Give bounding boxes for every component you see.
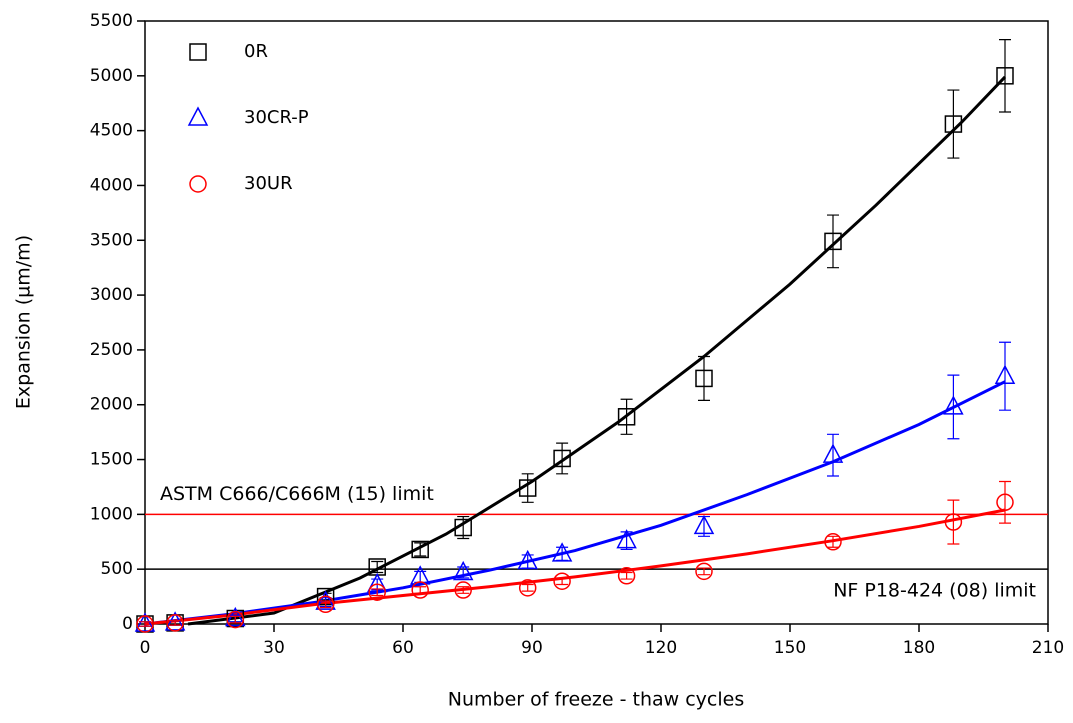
data-point (693, 514, 715, 535)
data-point (996, 67, 1014, 85)
data-point (316, 595, 335, 614)
data-point (518, 479, 537, 497)
data-point (166, 614, 184, 632)
data-point (695, 562, 713, 581)
y-axis-label: Expansion (µm/m) (13, 235, 35, 409)
x-tick-label: 150 (774, 638, 806, 658)
legend-marker (189, 175, 207, 193)
x-tick-label: 0 (140, 638, 151, 658)
error-bar (414, 570, 427, 583)
data-point (944, 513, 963, 531)
error-bar (947, 89, 960, 159)
x-tick-label: 30 (263, 638, 285, 658)
data-point (553, 572, 571, 590)
error-bar (169, 620, 182, 626)
error-bar (827, 433, 839, 477)
error-bar (414, 586, 427, 594)
y-tick-label: 3000 (90, 285, 133, 305)
y-tick-label: 5000 (90, 66, 133, 86)
y-tick-label: 4000 (90, 175, 133, 195)
error-bar (556, 577, 569, 586)
error-bar (827, 214, 839, 269)
data-point (452, 560, 474, 581)
data-point (368, 583, 386, 601)
legend-label: 0R (244, 41, 268, 62)
data-point (996, 493, 1014, 512)
x-tick-label: 210 (1032, 638, 1064, 658)
error-bar (999, 480, 1011, 524)
error-bar (620, 398, 633, 435)
reference-label: ASTM C666/C666M (15) limit (160, 483, 434, 505)
error-bar (457, 566, 470, 579)
data-point (517, 549, 538, 570)
data-point (454, 581, 472, 599)
error-bar (521, 473, 534, 503)
data-point (411, 581, 429, 599)
data-point (617, 567, 636, 585)
legend-label: 30CR-P (244, 107, 309, 128)
data-point (617, 408, 636, 426)
y-tick-label: 1500 (90, 450, 133, 470)
legend-marker (189, 43, 207, 61)
data-point (226, 610, 245, 629)
error-bar (521, 583, 534, 592)
y-tick-label: 4500 (90, 121, 133, 141)
error-bar (947, 374, 960, 440)
y-tick-label: 2000 (90, 395, 133, 415)
y-tick-label: 3500 (90, 230, 133, 250)
data-point (695, 369, 713, 388)
error-bar (698, 355, 710, 401)
x-tick-label: 60 (392, 638, 414, 658)
legend-label: 30UR (244, 173, 293, 194)
y-tick-label: 2500 (90, 340, 133, 360)
data-point (994, 364, 1016, 384)
fit-line (144, 380, 1006, 626)
data-point (943, 395, 964, 415)
data-point (553, 449, 571, 468)
error-bar (947, 499, 960, 545)
data-point (164, 611, 186, 631)
data-point (411, 540, 429, 559)
error-bar (229, 615, 242, 624)
error-bar (414, 542, 427, 557)
x-tick-label: 90 (521, 638, 543, 658)
data-point (134, 612, 156, 632)
error-bar (999, 39, 1011, 113)
error-bar (457, 586, 470, 594)
fit-line (187, 75, 1007, 626)
y-tick-label: 1000 (90, 504, 133, 524)
x-tick-label: 120 (645, 638, 677, 658)
error-bar (556, 442, 569, 475)
legend-marker (187, 106, 209, 126)
x-axis-label: Number of freeze - thaw cycles (448, 689, 745, 711)
data-point (551, 542, 573, 562)
y-tick-label: 0 (122, 614, 133, 634)
data-point (824, 533, 842, 551)
fit-line (144, 508, 1006, 626)
plot-frame (144, 20, 1049, 625)
error-bar (698, 567, 710, 576)
data-point (822, 443, 844, 463)
reference-label: NF P18-424 (08) limit (833, 580, 1036, 602)
error-bar (371, 560, 384, 574)
y-tick-label: 5500 (90, 11, 133, 31)
data-point (518, 579, 537, 597)
x-tick-label: 180 (903, 638, 935, 658)
data-point (944, 115, 963, 133)
y-tick-label: 500 (101, 559, 133, 579)
error-bar (620, 571, 633, 580)
data-point (409, 565, 431, 585)
error-bar (319, 600, 332, 609)
data-point (824, 232, 842, 251)
error-bar (999, 341, 1011, 411)
data-point (616, 529, 637, 549)
data-point (136, 615, 154, 633)
error-bar (371, 588, 384, 597)
error-bar (827, 535, 839, 548)
data-point (454, 518, 472, 537)
error-bar (139, 621, 151, 627)
data-point (225, 606, 246, 627)
